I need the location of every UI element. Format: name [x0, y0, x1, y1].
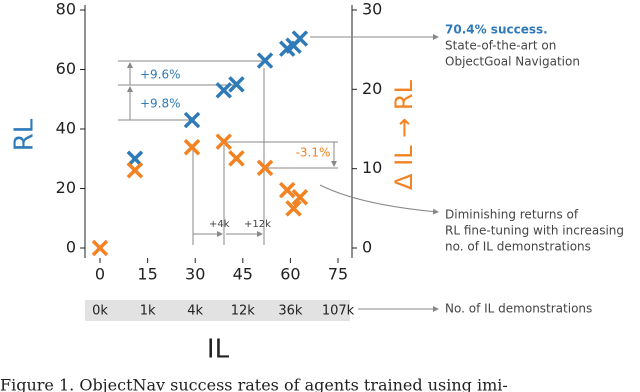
note: 70.4% success. [445, 23, 548, 37]
point-stroke [215, 82, 232, 99]
point [291, 188, 309, 206]
y2-tick-label: 0 [362, 238, 372, 257]
y2-tick-label: 20 [362, 79, 382, 98]
demo-band [85, 300, 350, 321]
point [278, 181, 296, 199]
point [183, 139, 201, 156]
gain-label: +12k [244, 219, 271, 230]
point [215, 82, 232, 99]
y2-tick-label: 10 [362, 158, 382, 177]
point [256, 52, 274, 69]
gain-label: +9.8% [140, 97, 181, 111]
note: State-of-the-art on [445, 39, 556, 53]
point-stroke [126, 162, 144, 179]
demo-label: 12k [231, 304, 256, 319]
point [256, 159, 274, 177]
point-stroke [228, 150, 245, 167]
point [126, 162, 144, 179]
point-stroke [183, 139, 201, 156]
point-stroke [215, 133, 232, 150]
point-stroke [291, 30, 309, 47]
x-tick-label: 30 [185, 265, 205, 284]
demo-label: 107k [322, 304, 355, 319]
demo-label: 1k [140, 304, 156, 319]
y-tick-label: 80 [56, 0, 76, 19]
point-stroke [291, 188, 309, 206]
point-stroke [228, 76, 245, 93]
y-tick-label: 20 [56, 178, 76, 197]
y-tick-label: 0 [66, 238, 76, 257]
note: No. of IL demonstrations [445, 302, 592, 316]
y2-tick-label: 30 [362, 0, 382, 19]
demo-label: 4k [187, 304, 203, 319]
note: Diminishing returns of [445, 208, 579, 222]
point-stroke [256, 52, 274, 69]
point [228, 150, 245, 167]
y-tick-label: 60 [56, 59, 76, 78]
point [183, 111, 201, 129]
point [215, 133, 232, 150]
gain-label: +9.6% [140, 68, 181, 82]
x-tick-label: 0 [95, 265, 105, 284]
point-stroke [91, 239, 109, 257]
demo-label: 36k [278, 304, 303, 319]
point-stroke [285, 200, 302, 217]
point [291, 30, 309, 47]
caption: Figure 1. ObjectNav success rates of age… [0, 376, 508, 392]
x-axis-title: IL [207, 335, 230, 365]
x-tick-label: 60 [280, 265, 300, 284]
point [228, 76, 245, 93]
point-stroke [256, 159, 274, 177]
y-tick-label: 40 [56, 119, 76, 138]
demo-label: 0k [92, 304, 108, 319]
point-stroke [278, 181, 296, 199]
point-stroke [183, 111, 201, 129]
point [91, 239, 109, 257]
note: RL fine-tuning with increasing [445, 224, 624, 238]
point [285, 200, 302, 217]
note: no. of IL demonstrations [445, 240, 591, 254]
y-axis-title: RL [10, 118, 40, 151]
x-tick-label: 45 [233, 265, 253, 284]
annotation-lines [118, 34, 439, 312]
x-tick-label: 75 [328, 265, 348, 284]
x-tick-label: 15 [137, 265, 157, 284]
gain-label: -3.1% [296, 146, 331, 160]
note: ObjectGoal Navigation [445, 55, 580, 69]
gain-label: +4k [209, 219, 230, 230]
y2-axis-title: Δ IL → RL [390, 79, 418, 190]
